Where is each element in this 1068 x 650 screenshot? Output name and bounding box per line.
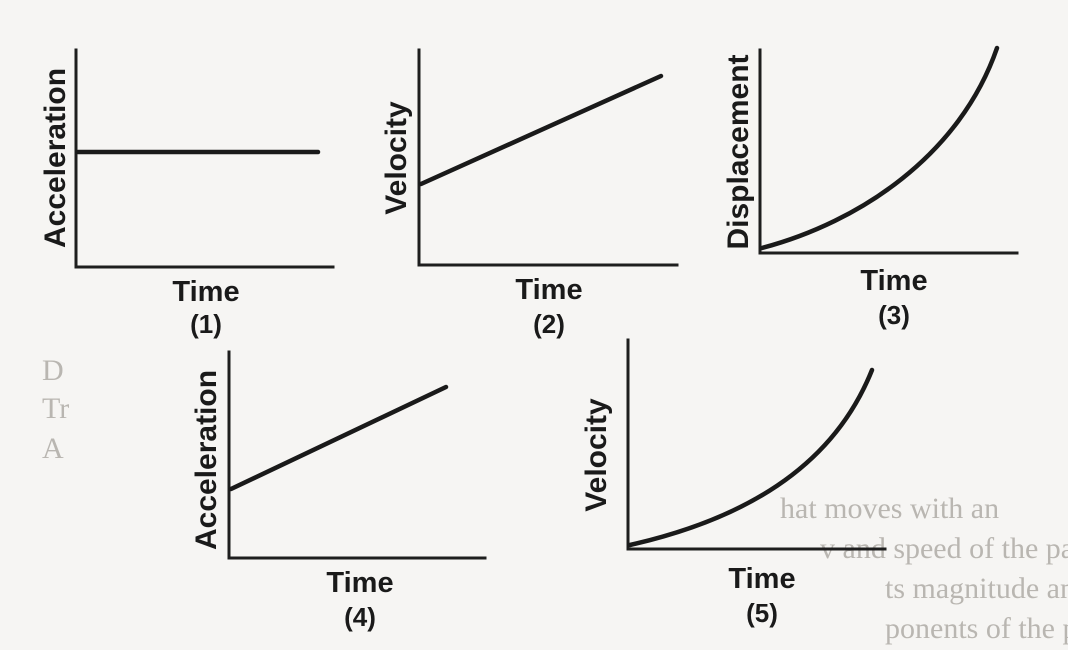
graph-3-number: (3) bbox=[878, 300, 910, 330]
graph-4-y-label: Acceleration bbox=[190, 370, 223, 550]
graph-5-curve bbox=[627, 367, 875, 548]
graph-3: Displacement Time (3) bbox=[722, 45, 1019, 330]
graph-2-y-label: Velocity bbox=[380, 101, 413, 215]
graph-5-y-label: Velocity bbox=[580, 398, 613, 512]
graph-5-axes bbox=[626, 338, 887, 551]
graph-2: Velocity Time (2) bbox=[380, 48, 679, 339]
background-text-line: ponents of the p bbox=[885, 612, 1068, 645]
graph-2-curve bbox=[418, 73, 664, 187]
graph-2-axes bbox=[417, 48, 679, 267]
graph-2-number: (2) bbox=[533, 309, 565, 339]
graph-5-number: (5) bbox=[746, 598, 778, 628]
graph-4-x-label: Time bbox=[326, 567, 393, 599]
background-text: D Tr A hat moves with an v and speed of … bbox=[42, 354, 1068, 645]
graph-1-number: (1) bbox=[190, 309, 222, 339]
graph-4-curve bbox=[228, 384, 449, 492]
background-text-line: D bbox=[42, 354, 64, 387]
graph-4-number: (4) bbox=[344, 602, 376, 632]
graph-1: Acceleration Time (1) bbox=[39, 48, 335, 339]
graph-5: Velocity Time (5) bbox=[580, 338, 887, 628]
graph-1-axes bbox=[74, 48, 335, 269]
background-text-line: hat moves with an bbox=[780, 492, 999, 525]
graph-5-x-label: Time bbox=[728, 563, 795, 595]
graph-3-y-label: Displacement bbox=[722, 54, 755, 249]
background-text-line: A bbox=[42, 432, 64, 465]
graph-4: Acceleration Time (4) bbox=[190, 350, 487, 632]
graph-3-curve bbox=[759, 45, 1000, 251]
graph-4-axes bbox=[227, 350, 487, 560]
background-text-line: ts magnitude and di bbox=[885, 572, 1068, 605]
graph-1-y-label: Acceleration bbox=[39, 68, 72, 248]
graph-2-x-label: Time bbox=[515, 274, 582, 306]
graph-1-x-label: Time bbox=[172, 276, 239, 308]
background-text-line: Tr bbox=[42, 392, 69, 425]
graph-3-x-label: Time bbox=[860, 265, 927, 297]
graph-3-axes bbox=[758, 48, 1019, 255]
